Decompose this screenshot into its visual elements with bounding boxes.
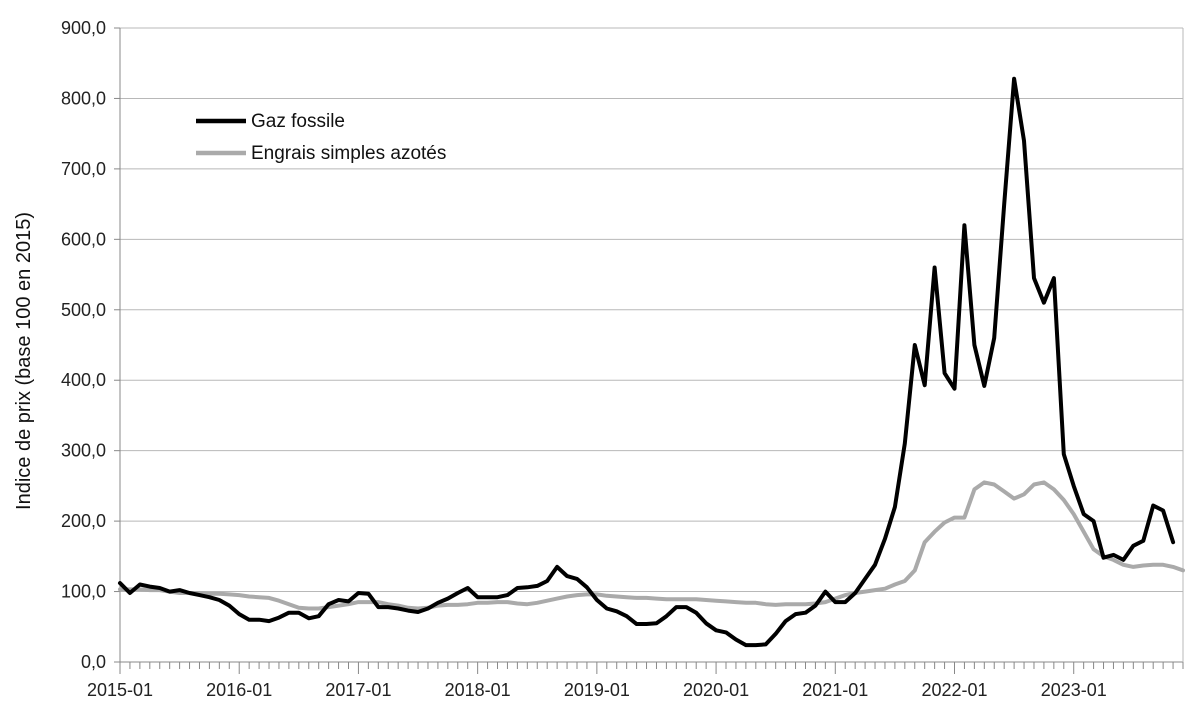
x-axis-ticks: 2015-01 2016-01 2017-01 2018-01 2019-01 2020-… bbox=[87, 662, 1184, 700]
x-tick-label: 2015-01 bbox=[87, 680, 153, 700]
legend-label-engrais: Engrais simples azotés bbox=[251, 143, 446, 164]
legend: Gaz fossile Engrais simples azotés bbox=[196, 111, 446, 164]
y-tick-label: 700,0 bbox=[61, 159, 106, 179]
y-tick-label: 300,0 bbox=[61, 441, 106, 461]
x-tick-label: 2019-01 bbox=[564, 680, 630, 700]
y-tick-label: 900,0 bbox=[61, 18, 106, 38]
x-tick-label: 2022-01 bbox=[921, 680, 987, 700]
x-tick-label: 2020-01 bbox=[683, 680, 749, 700]
series-line-0 bbox=[118, 76, 1176, 648]
x-tick-label: 2017-01 bbox=[325, 680, 391, 700]
x-tick-label: 2016-01 bbox=[206, 680, 272, 700]
y-tick-label: 500,0 bbox=[61, 300, 106, 320]
y-tick-label: 0,0 bbox=[81, 652, 106, 672]
legend-label-gaz-fossile: Gaz fossile bbox=[251, 111, 345, 132]
y-axis-label: Indice de prix (base 100 en 2015) bbox=[13, 212, 35, 510]
x-tick-label: 2023-01 bbox=[1041, 680, 1107, 700]
y-tick-label: 600,0 bbox=[61, 229, 106, 249]
y-tick-label: 100,0 bbox=[61, 582, 106, 602]
y-axis-ticks: 0,0 100,0 200,0 300,0 400,0 500,0 600,0 700,0 80… bbox=[61, 18, 120, 672]
plot-series bbox=[118, 76, 1185, 648]
y-tick-label: 400,0 bbox=[61, 370, 106, 390]
y-tick-label: 800,0 bbox=[61, 88, 106, 108]
x-tick-label: 2018-01 bbox=[445, 680, 511, 700]
x-tick-label: 2021-01 bbox=[802, 680, 868, 700]
gridlines bbox=[119, 27, 1184, 663]
y-tick-label: 200,0 bbox=[61, 511, 106, 531]
series-line-1 bbox=[118, 480, 1185, 611]
